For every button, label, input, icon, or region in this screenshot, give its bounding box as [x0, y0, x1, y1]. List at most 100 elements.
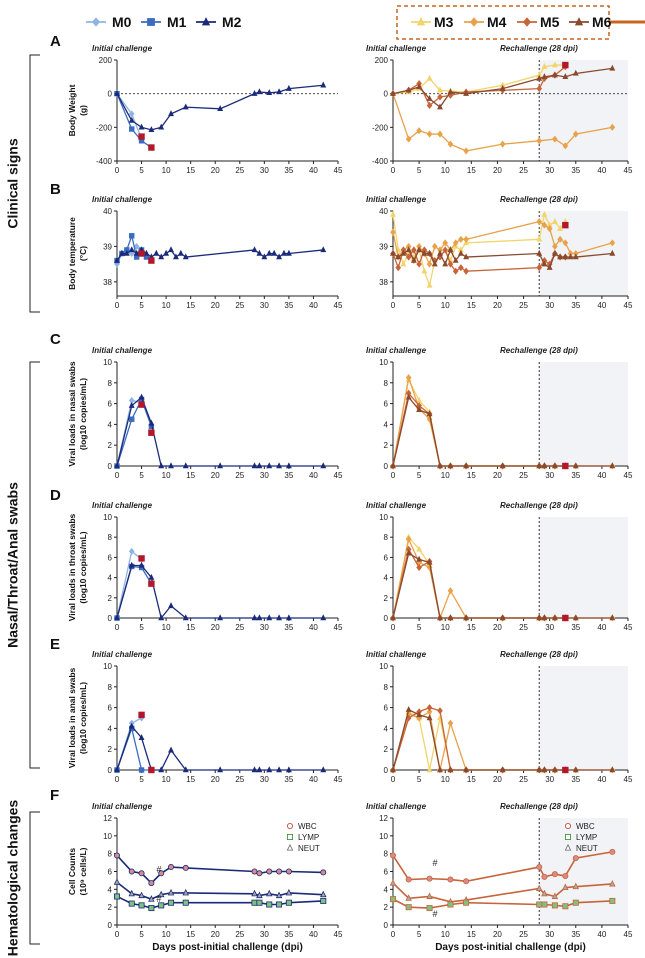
x-tick-label: 30 — [545, 775, 554, 784]
series-2 — [114, 561, 327, 621]
data-point — [265, 889, 273, 897]
x-tick-label: 20 — [493, 775, 502, 784]
data-point — [405, 894, 412, 901]
data-point — [405, 904, 412, 911]
data-point — [320, 766, 327, 773]
chart-left: 0 2 4 6 8 10 0 5 10 15 20 25 30 35 40 45 — [103, 662, 343, 784]
y-axis-label: Viral loads in throat swabs(log10 copies… — [67, 513, 88, 621]
x-tick-label: 35 — [284, 775, 293, 784]
data-point — [551, 217, 558, 224]
y-tick-label: 8 — [108, 533, 113, 542]
y-tick-label: 0 — [108, 90, 113, 99]
x-tick-label: 40 — [309, 301, 318, 310]
subtitle-initial: Initial challenge — [92, 501, 153, 510]
data-point — [437, 766, 443, 773]
data-point — [447, 462, 454, 469]
hema-legend: WBC LYMP NEUT — [564, 822, 598, 853]
x-tick-label: 15 — [186, 166, 195, 175]
data-point — [536, 218, 543, 226]
y-axis-label-line: Body Weight — [67, 84, 77, 136]
data-point — [499, 614, 506, 621]
subtitle-initial: Initial challenge — [366, 802, 427, 811]
data-point — [285, 888, 293, 896]
data-point — [609, 462, 616, 469]
x-tick-label: 20 — [493, 301, 502, 310]
y-tick-label: 2 — [384, 594, 389, 603]
x-tick-label: 10 — [441, 301, 450, 310]
data-point — [114, 89, 120, 96]
y-tick-label: 2 — [384, 903, 389, 912]
y-tick-label: 8 — [384, 533, 389, 542]
subtitle-rechallenge: Rechallenge (28 dpi) — [500, 44, 578, 53]
series-1 — [114, 725, 155, 773]
panel-b: B Initial challenge Initial challenge Recha… — [50, 181, 633, 310]
data-point — [256, 899, 263, 906]
data-point — [168, 864, 175, 871]
x-tick-label: 15 — [467, 623, 476, 632]
x-tick-label: 20 — [493, 166, 502, 175]
series-line — [116, 396, 324, 467]
rechallenge-shade — [539, 666, 628, 770]
data-point — [536, 614, 543, 621]
hash-annotation: # — [433, 858, 438, 868]
x-tick-label: 10 — [162, 166, 171, 175]
data-point — [266, 462, 273, 469]
x-tick-label: 30 — [545, 301, 554, 310]
y-tick-label: 10 — [379, 513, 388, 522]
x-tick-label: 25 — [235, 775, 244, 784]
x-tick-label: 25 — [519, 471, 528, 480]
y-tick-label: 6 — [384, 704, 389, 713]
data-point — [463, 614, 470, 621]
group-label: Nasal/Throat/Anal swabs — [5, 482, 21, 648]
x-tick-label: 30 — [260, 775, 269, 784]
data-point — [113, 878, 121, 885]
data-point — [276, 253, 283, 260]
data-point — [390, 614, 396, 621]
y-tick-label: 6 — [384, 553, 389, 562]
panel-c: C Initial challenge Initial challenge Recha… — [50, 331, 633, 480]
x-tick-label: 25 — [235, 623, 244, 632]
data-point — [426, 875, 433, 882]
x-tick-label: 15 — [186, 775, 195, 784]
x-tick-label: 20 — [211, 775, 220, 784]
y-tick-label: 8 — [108, 683, 113, 692]
data-point — [138, 767, 145, 773]
data-point — [437, 249, 443, 256]
y-tick-label: 8 — [384, 379, 389, 388]
data-point — [609, 848, 616, 855]
data-point — [447, 88, 454, 95]
series-lymp — [389, 896, 616, 912]
legend-marker — [416, 17, 426, 26]
terminal-point — [138, 555, 145, 562]
data-point — [182, 614, 189, 621]
data-point — [437, 707, 443, 715]
data-point — [463, 878, 470, 885]
data-point — [182, 766, 189, 773]
data-point — [536, 74, 543, 81]
data-point — [437, 86, 443, 93]
data-point — [276, 614, 283, 621]
panel-letter: E — [50, 636, 60, 653]
terminal-point — [562, 221, 569, 229]
terminal-point — [562, 462, 569, 470]
data-point — [148, 573, 155, 580]
data-point — [114, 893, 121, 900]
x-tick-label: 5 — [139, 775, 144, 784]
x-tick-label: 40 — [309, 623, 318, 632]
data-point — [536, 766, 543, 773]
y-tick-label: 38 — [103, 278, 112, 287]
x-tick-label: 10 — [162, 775, 171, 784]
x-axis-label: Days post-initial challenge (dpi) — [152, 942, 303, 953]
chart-left: 38 39 40 0 5 10 15 20 25 30 35 40 45 — [103, 207, 343, 310]
y-tick-label: 10 — [103, 513, 112, 522]
hema-legend-label: WBC — [576, 822, 595, 831]
x-tick-label: 35 — [284, 930, 293, 939]
y-tick-label: 10 — [103, 358, 112, 367]
data-point — [541, 766, 548, 773]
y-axis-label: Body temperature(°C) — [67, 217, 88, 290]
y-axis-label-line: Viral loads in anal swabs — [67, 667, 77, 768]
data-point — [320, 81, 327, 88]
x-tick-label: 15 — [186, 623, 195, 632]
data-point — [168, 602, 174, 609]
x-tick-label: 10 — [441, 166, 450, 175]
